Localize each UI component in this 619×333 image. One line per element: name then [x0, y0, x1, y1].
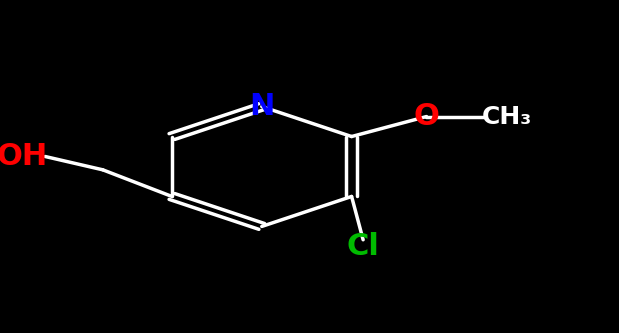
- Text: Cl: Cl: [347, 232, 379, 261]
- Text: O: O: [413, 102, 439, 131]
- Text: OH: OH: [0, 142, 48, 171]
- Text: CH₃: CH₃: [482, 105, 532, 129]
- Text: N: N: [249, 92, 274, 121]
